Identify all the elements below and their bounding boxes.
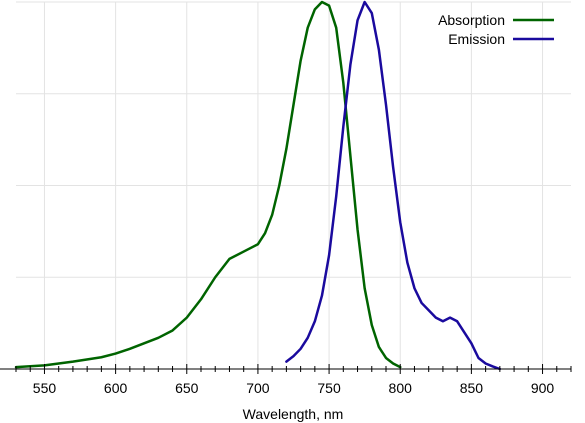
x-tick-label: 850 [460, 380, 484, 396]
series-line-absorption [14, 0, 402, 369]
legend-label-absorption: Absorption [438, 12, 505, 28]
series-line-emission [285, 0, 502, 371]
legend: Absorption Emission [438, 12, 554, 47]
series-layer [14, 0, 502, 371]
x-tick-label: 600 [104, 380, 128, 396]
x-tick-label: 900 [531, 380, 555, 396]
x-tick-label: 750 [317, 380, 341, 396]
x-axis-label: Wavelength, nm [243, 406, 344, 422]
x-tick-label: 800 [389, 380, 413, 396]
x-tick-label: 650 [175, 380, 199, 396]
legend-label-emission: Emission [448, 31, 505, 47]
x-tick-label: 700 [246, 380, 270, 396]
grid-layer [16, 1, 571, 369]
x-axis: 550 600 650 700 750 800 850 900 [0, 364, 572, 396]
x-tick-label: 550 [33, 380, 57, 396]
